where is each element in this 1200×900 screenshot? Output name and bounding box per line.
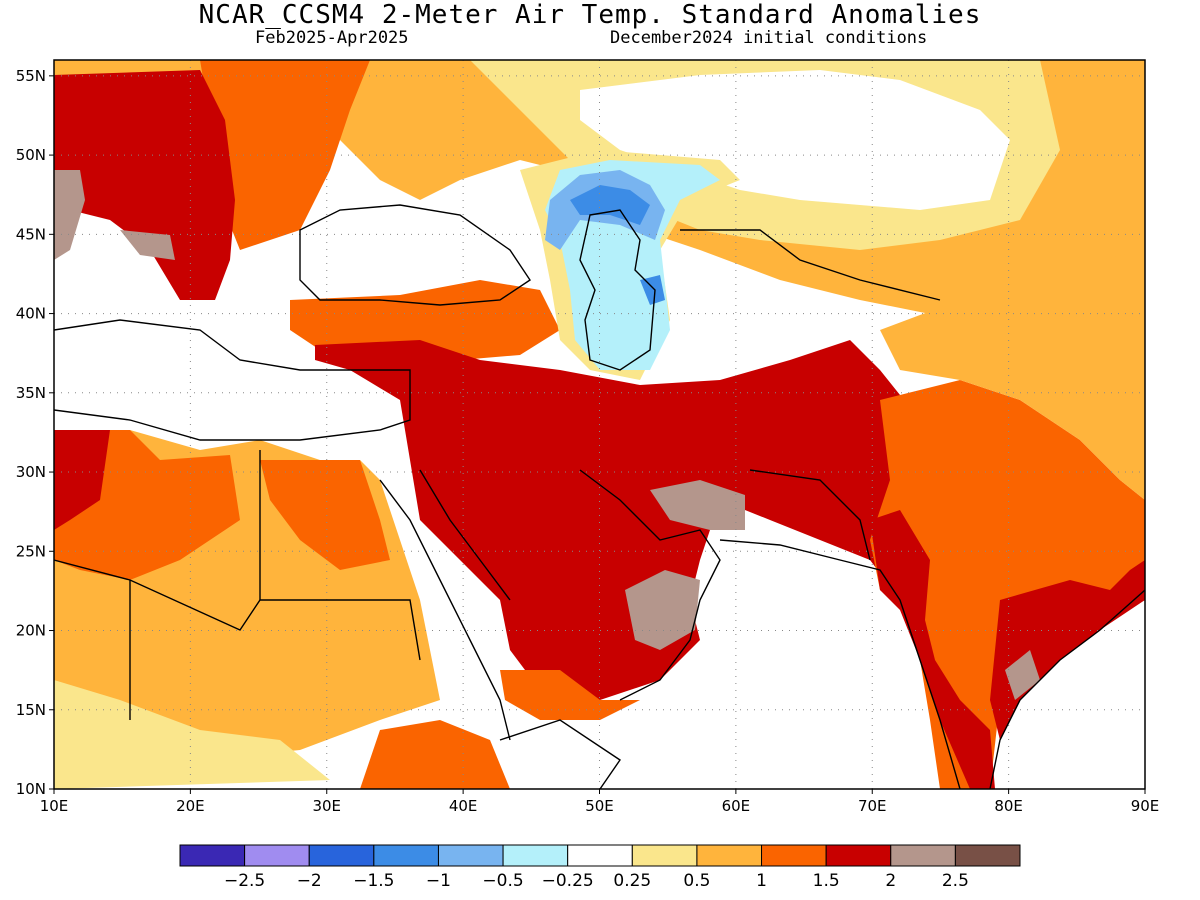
longitude-tick-label: 60E xyxy=(722,797,751,815)
anomaly-region-oman-brown xyxy=(625,570,700,650)
anomaly-region-europe-west xyxy=(54,70,235,300)
anomaly-region-neutral-north xyxy=(580,70,1010,210)
border-sample-3 xyxy=(680,229,941,301)
longitude-tick-label: 50E xyxy=(585,797,614,815)
colorbar-swatch xyxy=(631,844,698,867)
initial-conditions: December2024 initial conditions xyxy=(610,28,928,48)
border-sample-2 xyxy=(129,450,261,720)
anomaly-region-india-core xyxy=(870,510,995,789)
colorbar-label: 2.5 xyxy=(942,871,969,891)
latitude-tick-label: 40N xyxy=(16,305,46,323)
anomaly-field-layer xyxy=(54,60,1145,789)
longitude-tick-label: 90E xyxy=(1131,797,1160,815)
border-sample-1 xyxy=(54,559,421,661)
colorbar-label: −2 xyxy=(297,871,322,891)
colorbar-swatch xyxy=(696,844,763,867)
colorbar-label: −2.5 xyxy=(224,871,265,891)
border-sample-4 xyxy=(749,469,871,561)
longitude-tick-label: 40E xyxy=(449,797,478,815)
coast-caspian xyxy=(579,209,656,371)
longitude-axis: 10E 20E 30E 40E 50E 60E 70E 80E 90E xyxy=(40,789,1160,815)
anomaly-region-india-brown xyxy=(1005,650,1040,700)
latitude-tick-label: 10N xyxy=(16,780,46,798)
coast-black-sea xyxy=(299,204,531,306)
colorbar: −2.5 −2 −1.5 −1 −0.5 −0.25 0.25 0.5 1 1.5 2 2.5 xyxy=(179,844,1021,891)
anomaly-region-iran-brown xyxy=(650,480,745,530)
colorbar-swatch xyxy=(373,844,439,867)
colorbar-label: −0.5 xyxy=(482,871,523,891)
anomaly-region-libya-core xyxy=(54,430,110,530)
longitude-tick-label: 20E xyxy=(176,797,205,815)
colorbar-label: 1.5 xyxy=(813,871,840,891)
coast-somalia xyxy=(499,719,621,789)
longitude-tick-label: 80E xyxy=(994,797,1023,815)
colorbar-swatch xyxy=(890,844,956,867)
longitude-tick-label: 70E xyxy=(858,797,887,815)
colorbar-label: 2 xyxy=(885,871,896,891)
anomaly-region-yemen xyxy=(500,670,640,720)
anomaly-region-egypt xyxy=(260,460,390,570)
colorbar-swatch xyxy=(567,844,633,867)
colorbar-label: 0.5 xyxy=(683,871,710,891)
forecast-period: Feb2025-Apr2025 xyxy=(255,28,409,48)
colorbar-swatch xyxy=(308,844,375,867)
anomaly-region-tibet xyxy=(880,250,1145,500)
coast-arabian-sea xyxy=(719,539,961,789)
latitude-tick-label: 35N xyxy=(16,384,46,402)
colorbar-swatch xyxy=(761,844,827,867)
longitude-tick-label: 30E xyxy=(312,797,341,815)
colorbar-swatch xyxy=(437,844,504,867)
anomaly-region-sahel xyxy=(54,680,330,789)
colorbar-label: 1 xyxy=(756,871,767,891)
latitude-tick-label: 20N xyxy=(16,622,46,640)
latitude-tick-label: 30N xyxy=(16,463,46,481)
anomaly-region-caspian-south xyxy=(640,275,665,305)
colorbar-swatch xyxy=(825,844,892,867)
colorbar-label: 0.25 xyxy=(613,871,651,891)
coast-red-sea xyxy=(379,469,511,741)
coastlines xyxy=(54,204,1145,789)
colorbar-label: −1 xyxy=(426,871,451,891)
latitude-tick-label: 55N xyxy=(16,67,46,85)
anomaly-region-alps xyxy=(54,170,85,260)
anomaly-region-arabia-iran xyxy=(315,340,920,700)
latitude-axis: 55N 50N 45N 40N 35N 30N 25N 20N 15N 10N xyxy=(16,67,54,798)
coast-bay-of-bengal xyxy=(989,589,1145,789)
colorbar-label: −1.5 xyxy=(353,871,394,891)
latitude-tick-label: 25N xyxy=(16,542,46,560)
colorbar-swatch xyxy=(502,844,569,867)
latitude-tick-label: 15N xyxy=(16,701,46,719)
coast-mediterranean xyxy=(54,319,411,441)
coast-gulf xyxy=(579,469,721,701)
latitude-tick-label: 50N xyxy=(16,146,46,164)
longitude-tick-label: 10E xyxy=(40,797,69,815)
anomaly-region-bengal xyxy=(990,560,1145,740)
colorbar-swatch xyxy=(954,844,1021,867)
anomaly-region-alps-east xyxy=(120,230,175,260)
latitude-tick-label: 45N xyxy=(16,225,46,243)
colorbar-swatch xyxy=(179,844,246,867)
anomaly-region-horn xyxy=(360,720,510,789)
colorbar-label: −0.25 xyxy=(542,871,594,891)
colorbar-swatch xyxy=(244,844,310,867)
chart-title: NCAR_CCSM4 2-Meter Air Temp. Standard An… xyxy=(198,0,982,30)
